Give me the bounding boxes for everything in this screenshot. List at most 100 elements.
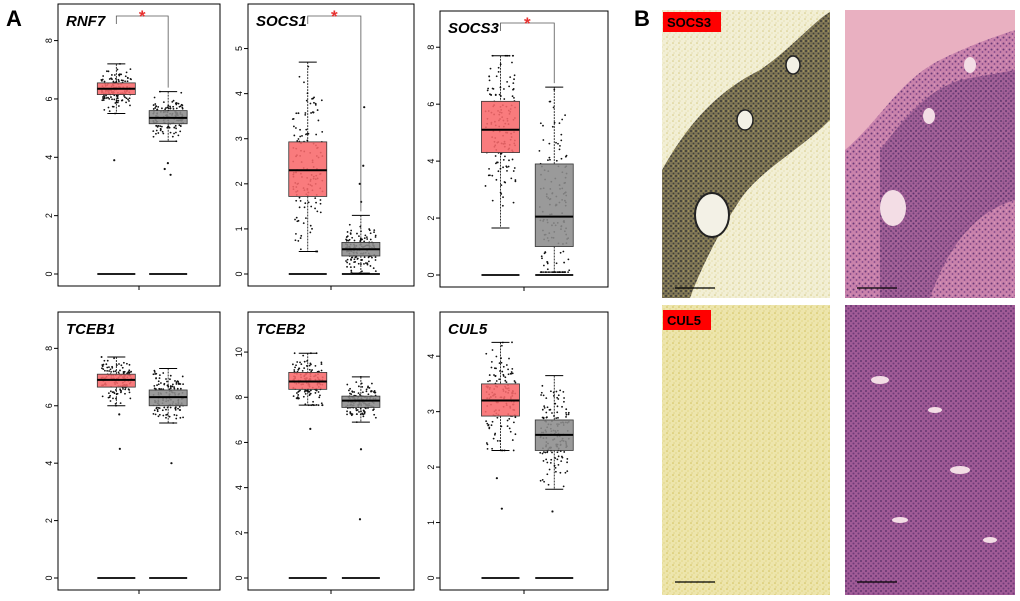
data-point bbox=[489, 67, 492, 70]
data-point bbox=[512, 170, 515, 172]
data-point bbox=[302, 395, 305, 398]
data-point bbox=[357, 385, 360, 388]
data-point bbox=[559, 471, 562, 474]
data-point bbox=[101, 99, 104, 102]
data-point bbox=[363, 240, 366, 243]
data-point bbox=[303, 206, 306, 209]
data-point bbox=[490, 424, 493, 427]
data-point bbox=[566, 458, 569, 460]
data-point bbox=[295, 232, 297, 235]
data-point bbox=[355, 255, 358, 258]
data-point bbox=[122, 79, 124, 82]
significance-star: * bbox=[139, 7, 146, 26]
data-point bbox=[374, 236, 377, 238]
data-point bbox=[102, 368, 105, 371]
data-point bbox=[172, 99, 175, 102]
data-point bbox=[110, 96, 112, 98]
data-point bbox=[363, 256, 366, 259]
y-tick-label: 0 bbox=[426, 272, 436, 277]
data-point bbox=[157, 132, 160, 134]
data-point bbox=[510, 177, 513, 180]
y-tick-label: 10 bbox=[234, 347, 244, 357]
data-point bbox=[314, 207, 316, 210]
data-point bbox=[350, 258, 352, 261]
data-point bbox=[501, 204, 504, 207]
data-point bbox=[498, 362, 501, 365]
data-point bbox=[305, 128, 308, 131]
data-point bbox=[548, 100, 551, 103]
data-point bbox=[109, 394, 112, 397]
data-point bbox=[175, 127, 177, 130]
data-point bbox=[124, 96, 126, 99]
data-point bbox=[351, 390, 354, 393]
outlier-point bbox=[170, 462, 173, 465]
data-point bbox=[555, 262, 558, 265]
data-point bbox=[500, 344, 503, 347]
data-point bbox=[511, 341, 513, 344]
data-point bbox=[502, 166, 504, 169]
data-point bbox=[181, 106, 184, 109]
data-point bbox=[103, 108, 106, 111]
data-point bbox=[345, 260, 347, 262]
data-point bbox=[488, 75, 491, 78]
data-point bbox=[372, 409, 375, 411]
data-point bbox=[121, 366, 124, 369]
data-point bbox=[298, 206, 301, 209]
data-point bbox=[555, 417, 558, 420]
y-tick-label: 6 bbox=[426, 102, 436, 107]
plot-frame bbox=[439, 10, 609, 288]
data-point bbox=[154, 413, 157, 416]
data-point bbox=[120, 391, 122, 394]
data-point bbox=[178, 409, 181, 411]
data-point bbox=[169, 374, 172, 377]
data-point bbox=[488, 374, 491, 376]
data-point bbox=[567, 413, 570, 416]
data-point bbox=[504, 155, 506, 158]
data-point bbox=[361, 270, 363, 273]
data-point bbox=[156, 408, 159, 411]
data-point bbox=[305, 133, 307, 136]
boxplot-socs1: 0 1 2 3 4 5 SOCS1 * bbox=[234, 3, 415, 290]
data-point bbox=[123, 94, 125, 97]
histology-label-bg bbox=[663, 12, 721, 32]
data-point bbox=[358, 410, 360, 413]
data-point bbox=[558, 122, 561, 125]
data-point bbox=[103, 369, 106, 372]
data-point bbox=[173, 387, 176, 390]
data-point bbox=[355, 413, 358, 416]
data-point bbox=[510, 372, 513, 375]
data-point bbox=[314, 197, 317, 199]
outlier-point bbox=[362, 164, 365, 167]
y-tick-label: 6 bbox=[234, 440, 244, 445]
data-point bbox=[152, 135, 155, 138]
data-point bbox=[514, 433, 517, 436]
data-point bbox=[109, 400, 112, 402]
data-point bbox=[101, 364, 104, 366]
data-point bbox=[156, 108, 159, 111]
data-point bbox=[154, 373, 157, 375]
outlier-point bbox=[495, 477, 498, 480]
data-point bbox=[346, 383, 349, 386]
plot-frame bbox=[57, 311, 221, 591]
data-point bbox=[120, 364, 123, 367]
data-point bbox=[295, 216, 298, 219]
data-point bbox=[353, 239, 356, 242]
y-tick-label: 0 bbox=[234, 575, 244, 580]
data-point bbox=[303, 81, 305, 84]
data-point bbox=[116, 95, 119, 98]
data-point bbox=[567, 411, 570, 414]
significance-star: * bbox=[331, 7, 338, 26]
data-point bbox=[303, 367, 306, 370]
data-point bbox=[514, 179, 517, 181]
data-point bbox=[126, 80, 129, 83]
data-point bbox=[312, 400, 314, 403]
data-point bbox=[499, 63, 502, 66]
data-point bbox=[546, 406, 549, 409]
data-point bbox=[487, 424, 490, 427]
data-point bbox=[371, 256, 373, 259]
data-point bbox=[364, 407, 367, 410]
data-point bbox=[128, 389, 131, 391]
data-point bbox=[548, 142, 551, 145]
data-point bbox=[566, 461, 568, 464]
data-point bbox=[556, 411, 559, 414]
